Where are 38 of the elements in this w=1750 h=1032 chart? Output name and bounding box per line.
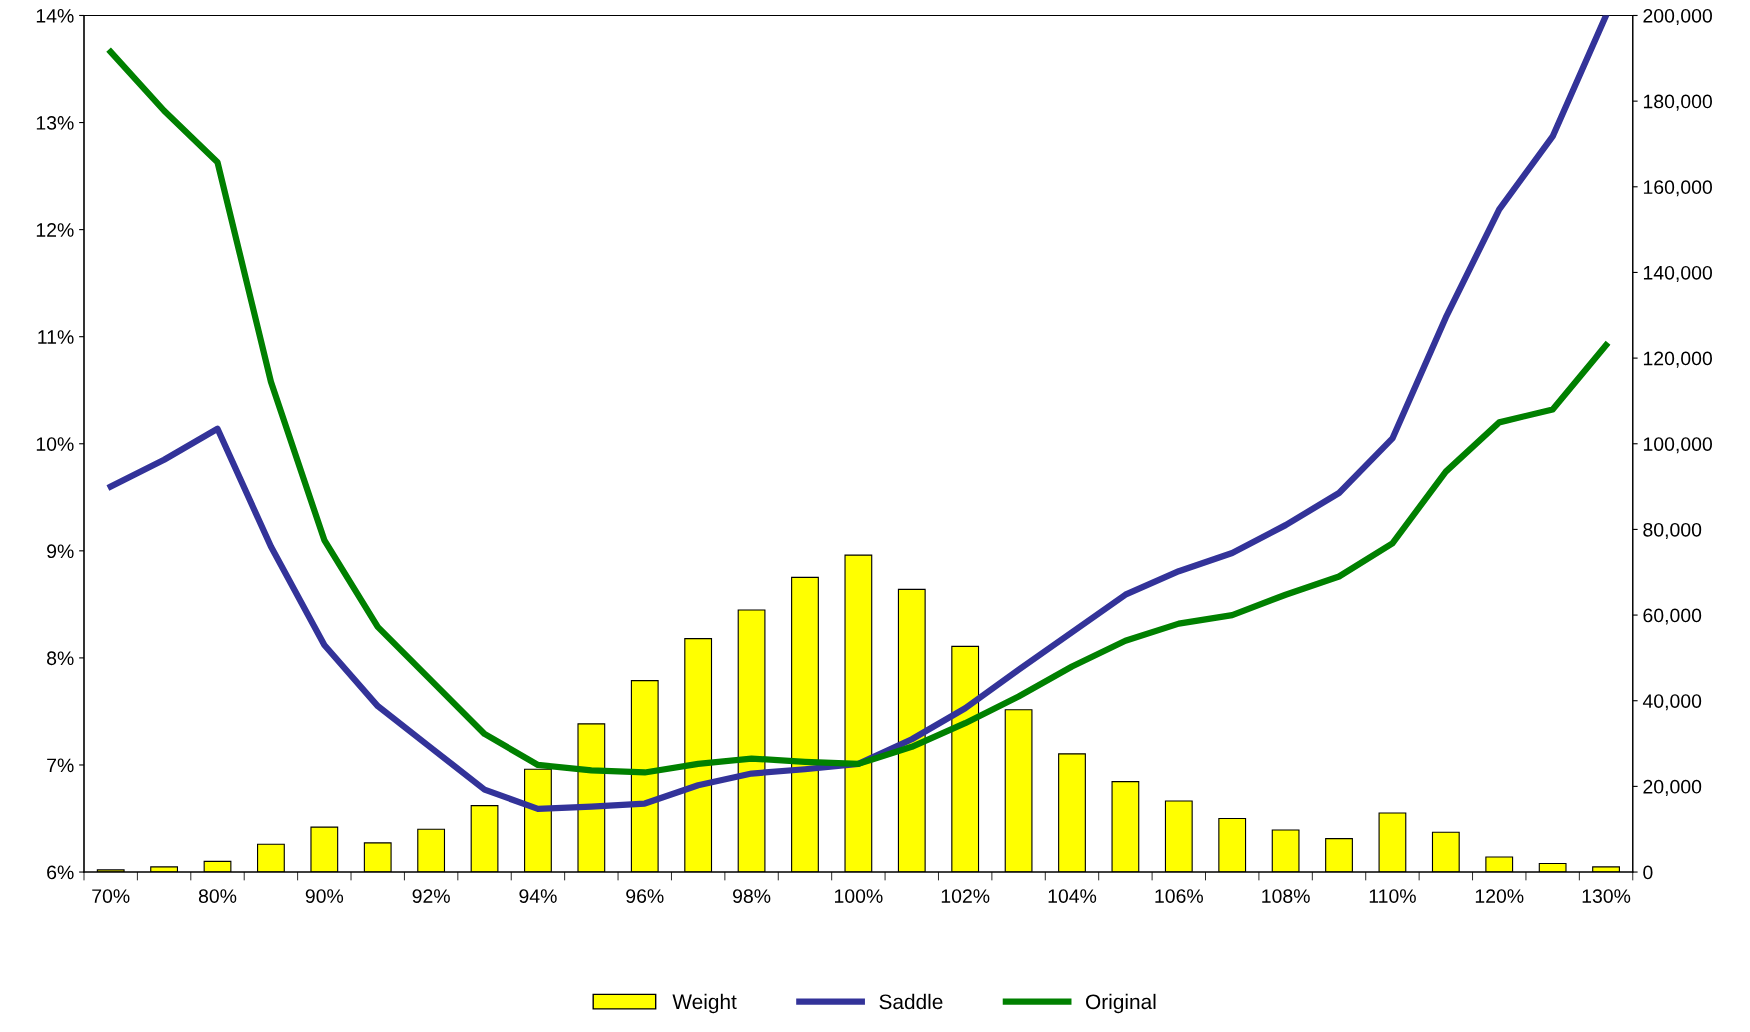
x-tick-label: 94%: [519, 889, 557, 903]
y-tick-label: 6%: [47, 865, 74, 880]
y2-tick-label: 120,000: [1643, 351, 1712, 368]
y2-tick-label: 20,000: [1643, 779, 1702, 796]
x-tick-label: 130%: [1582, 889, 1631, 903]
y2-tick-label: 180,000: [1643, 94, 1712, 111]
y2-tick-label: 200,000: [1643, 8, 1712, 26]
x-tick-label: 102%: [941, 889, 990, 903]
y-tick-label: 8%: [47, 651, 74, 666]
x-tick-label: 120%: [1475, 889, 1524, 903]
y2-tick-label: 80,000: [1643, 522, 1702, 539]
x-tick-label: 90%: [305, 889, 344, 903]
y-tick-label: 12%: [36, 223, 74, 237]
y-tick-label: 10%: [36, 437, 74, 451]
y2-tick-label: 100,000: [1643, 437, 1712, 454]
y-tick-label: 13%: [36, 116, 74, 130]
x-tick-label: 96%: [626, 889, 664, 903]
y2-tick-label: 60,000: [1643, 608, 1702, 625]
legend-label: Original: [1086, 993, 1156, 1014]
x-tick-label: 92%: [412, 889, 450, 903]
legend-label: Saddle: [879, 993, 943, 1010]
y2-tick-label: 0: [1643, 865, 1653, 880]
y-tick-label: 9%: [47, 544, 74, 559]
x-tick-label: 110%: [1369, 889, 1416, 903]
x-tick-label: 100%: [834, 889, 883, 903]
y-tick-label: 11%: [38, 330, 74, 344]
y2-tick-label: 160,000: [1643, 180, 1712, 197]
legend-label: Weight: [672, 993, 737, 1014]
x-tick-label: 108%: [1262, 889, 1310, 903]
y2-tick-label: 140,000: [1643, 265, 1712, 282]
x-tick-label: 80%: [198, 889, 237, 903]
x-tick-label: 98%: [733, 889, 771, 903]
y2-tick-label: 40,000: [1642, 694, 1702, 711]
x-tick-label: 70%: [92, 889, 130, 903]
y-tick-label: 7%: [47, 758, 74, 773]
x-tick-label: 106%: [1155, 889, 1203, 903]
x-tick-label: 104%: [1048, 889, 1097, 903]
y-tick-label: 14%: [36, 9, 74, 23]
